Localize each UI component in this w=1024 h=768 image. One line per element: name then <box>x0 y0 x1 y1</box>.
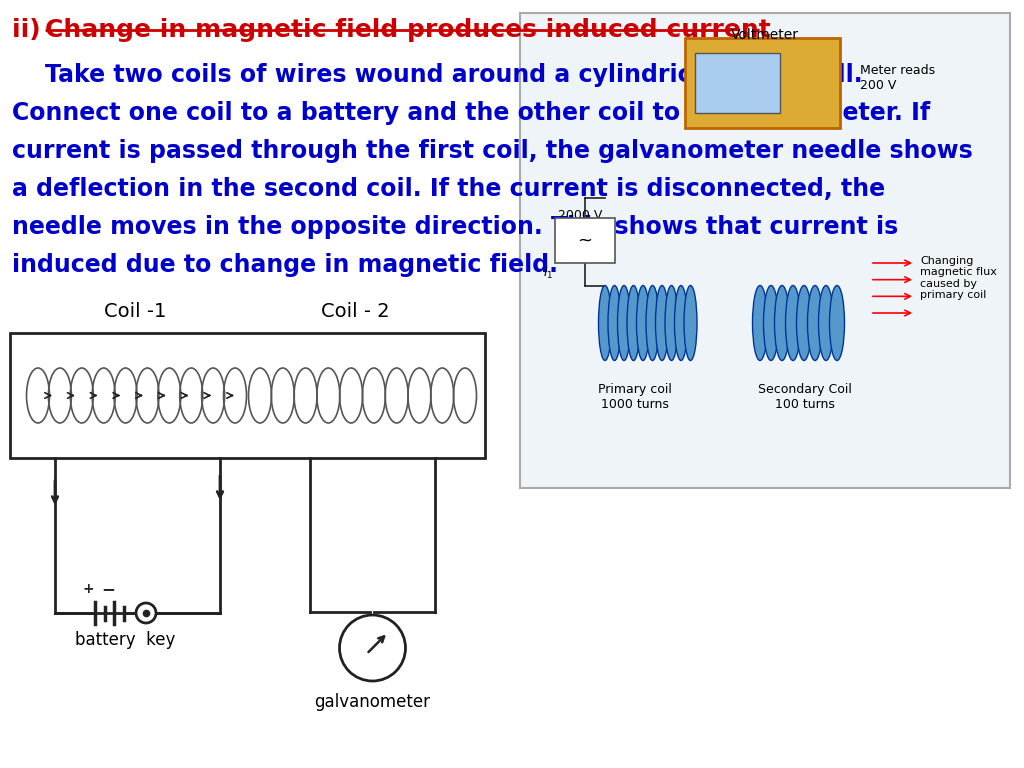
Text: Changing
magnetic flux
caused by
primary coil: Changing magnetic flux caused by primary… <box>920 256 997 300</box>
Ellipse shape <box>637 286 649 360</box>
Text: $I_1$: $I_1$ <box>543 266 553 281</box>
Text: battery  key: battery key <box>75 631 175 649</box>
Text: Coil -1: Coil -1 <box>103 302 166 321</box>
Text: :-: :- <box>732 18 761 42</box>
Ellipse shape <box>646 286 659 360</box>
Text: ii): ii) <box>12 18 49 42</box>
Text: +: + <box>82 582 94 596</box>
Ellipse shape <box>753 286 768 360</box>
Text: induced due to change in magnetic field.: induced due to change in magnetic field. <box>12 253 558 277</box>
Ellipse shape <box>684 286 697 360</box>
Text: needle moves in the opposite direction. This shows that current is: needle moves in the opposite direction. … <box>12 215 898 239</box>
Text: Take two coils of wires wound around a cylindrical paper roll.: Take two coils of wires wound around a c… <box>12 63 862 87</box>
Ellipse shape <box>608 286 621 360</box>
Ellipse shape <box>665 286 678 360</box>
Text: Connect one coil to a battery and the other coil to a galvanometer. If: Connect one coil to a battery and the ot… <box>12 101 930 125</box>
Bar <box>695 53 780 113</box>
Ellipse shape <box>764 286 778 360</box>
Ellipse shape <box>808 286 822 360</box>
Text: ~: ~ <box>578 232 593 250</box>
Text: current is passed through the first coil, the galvanometer needle shows: current is passed through the first coil… <box>12 139 973 163</box>
Text: −: − <box>101 580 115 598</box>
Ellipse shape <box>797 286 811 360</box>
Ellipse shape <box>829 286 845 360</box>
Bar <box>685 38 840 128</box>
Bar <box>555 218 615 263</box>
Text: Secondary Coil
100 turns: Secondary Coil 100 turns <box>758 383 852 411</box>
Ellipse shape <box>675 286 687 360</box>
Ellipse shape <box>617 286 631 360</box>
Text: galvanometer: galvanometer <box>314 693 430 711</box>
Text: Change in magnetic field produces induced current: Change in magnetic field produces induce… <box>45 18 771 42</box>
Ellipse shape <box>785 286 801 360</box>
Circle shape <box>136 603 156 623</box>
Ellipse shape <box>598 286 611 360</box>
Ellipse shape <box>627 286 640 360</box>
Text: Meter reads
200 V: Meter reads 200 V <box>860 64 935 92</box>
Text: 2000 V
(rms): 2000 V (rms) <box>558 209 602 237</box>
Ellipse shape <box>655 286 669 360</box>
Text: Coil - 2: Coil - 2 <box>321 302 389 321</box>
Text: a deflection in the second coil. If the current is disconnected, the: a deflection in the second coil. If the … <box>12 177 885 201</box>
Bar <box>520 13 1010 488</box>
Ellipse shape <box>774 286 790 360</box>
Text: Primary coil
1000 turns: Primary coil 1000 turns <box>598 383 672 411</box>
Ellipse shape <box>818 286 834 360</box>
Circle shape <box>340 615 406 681</box>
Text: Voltmeter: Voltmeter <box>731 28 799 42</box>
Bar <box>10 333 485 458</box>
